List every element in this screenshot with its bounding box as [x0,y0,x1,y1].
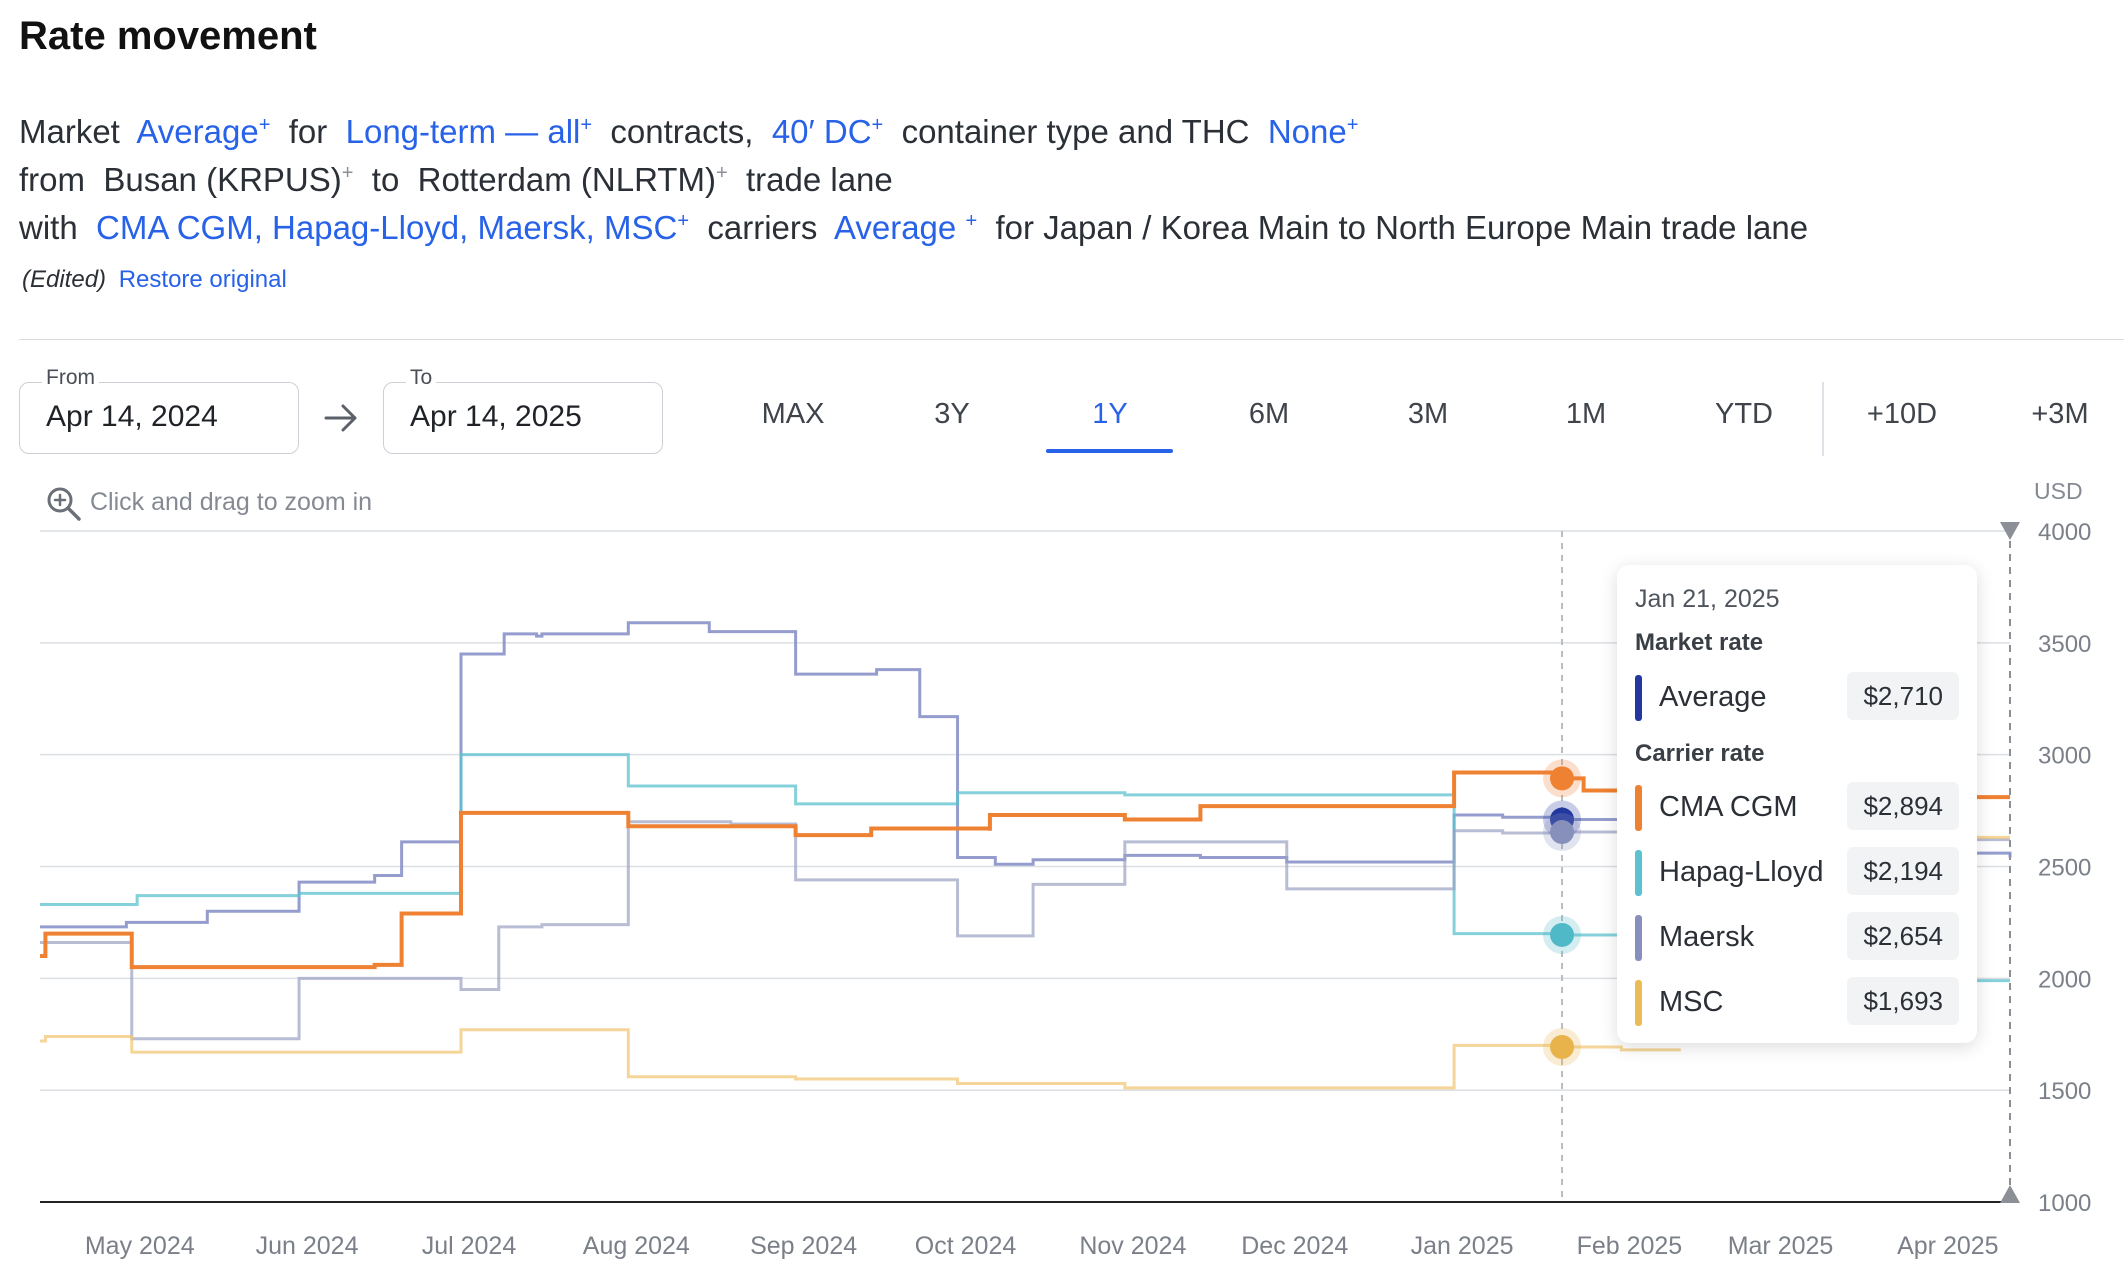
text-for: for [288,113,328,150]
series-swatch [1635,850,1642,896]
x-tick-label: Sep 2024 [750,1232,857,1260]
active-range-underline [1046,449,1173,453]
carriers-selector[interactable]: CMA CGM, Hapag-Lloyd, Maersk, MSC+ [96,209,690,246]
tooltip-row-cma-cgm: CMA CGM $2,894 [1635,782,1959,832]
range-plus-3m[interactable]: +3M [2031,398,2089,430]
y-tick-label: 2000 [2038,966,2091,993]
y-axis-unit: USD [2034,478,2083,504]
query-line-2: from Busan (KRPUS)+ to Rotterdam (NLRTM)… [19,161,893,199]
destination-selector[interactable]: Rotterdam (NLRTM)+ [417,161,728,198]
text-container: container type and THC [901,113,1250,150]
y-tick-label: 1000 [2038,1190,2091,1217]
y-tick-label: 3500 [2038,631,2091,658]
tooltip-date: Jan 21, 2025 [1635,585,1780,613]
series-line-average-tail [1966,851,2012,858]
tooltip-market-header: Market rate [1635,629,1764,656]
x-tick-label: Aug 2024 [583,1232,690,1260]
marker-maersk [1550,820,1575,845]
from-date-field[interactable]: From Apr 14, 2024 [19,366,299,454]
y-tick-label: 2500 [2038,855,2091,882]
to-date-value: Apr 14, 2025 [410,400,582,433]
range-separator [1822,382,1824,456]
series-swatch [1635,675,1642,721]
origin-selector[interactable]: Busan (KRPUS)+ [103,161,354,198]
to-date-field[interactable]: To Apr 14, 2025 [383,366,663,454]
x-tick-label: Nov 2024 [1079,1232,1186,1260]
restore-original-link[interactable]: Restore original [118,266,287,293]
x-tick-label: Dec 2024 [1241,1232,1348,1260]
text-market: Market [19,113,120,150]
range-1m[interactable]: 1M [1565,398,1607,430]
series-swatch [1635,785,1642,831]
x-tick-label: Jul 2024 [422,1232,517,1260]
y-tick-label: 4000 [2038,519,2091,546]
query-line-1: Market Average+ for Long-term — all+ con… [19,113,1358,151]
tooltip-row-msc: MSC $1,693 [1635,977,1959,1027]
x-tick-label: Feb 2025 [1577,1232,1683,1260]
text-contracts: contracts, [610,113,754,150]
market-selector[interactable]: Average+ [136,113,271,150]
aggregation-selector[interactable]: Average + [833,209,978,246]
x-tick-label: May 2024 [85,1232,195,1260]
text-carriers: carriers [707,209,818,246]
contract-selector[interactable]: Long-term — all+ [345,113,593,150]
series-swatch [1635,980,1642,1026]
from-date-label: From [42,366,99,390]
range-3m[interactable]: 3M [1407,398,1449,430]
arrow-right-icon [320,397,362,444]
series-line-maersk [40,820,1622,1041]
marker-msc [1550,1034,1575,1059]
thc-selector[interactable]: None+ [1267,113,1359,150]
tooltip-row-average: Average $2,710 [1635,672,1959,722]
page-title: Rate movement [19,14,317,58]
zoom-hint: Click and drag to zoom in [46,487,372,521]
range-6m[interactable]: 6M [1248,398,1290,430]
tooltip-row-hapag-lloyd: Hapag-Lloyd $2,194 [1635,847,1959,897]
x-tick-label: Mar 2025 [1728,1232,1834,1260]
x-tick-label: Jan 2025 [1411,1232,1514,1260]
range-ytd[interactable]: YTD [1715,398,1773,430]
series-line-cma-cgm [40,770,1622,970]
range-end-handle-top [2000,522,2020,540]
query-line-3: with CMA CGM, Hapag-Lloyd, Maersk, MSC+ … [19,209,1808,247]
from-date-value: Apr 14, 2024 [46,400,218,433]
range-3y[interactable]: 3Y [934,398,970,430]
text-with: with [19,209,78,246]
tooltip-carrier-header: Carrier rate [1635,740,1765,767]
marker-hapag-lloyd [1550,922,1575,947]
divider [19,339,2124,340]
series-line-hapag-lloyd [40,753,1622,937]
text-trade-lane-scope: for Japan / Korea Main to North Europe M… [995,209,1809,246]
text-from: from [19,161,85,198]
to-date-label: To [406,366,437,390]
edited-label: (Edited) [22,266,107,293]
x-tick-label: Oct 2024 [915,1232,1017,1260]
range-1y[interactable]: 1Y [1092,398,1128,430]
range-end-handle-bottom [2000,1185,2020,1203]
y-tick-label: 3000 [2038,743,2091,770]
marker-cma-cgm [1550,766,1575,791]
x-tick-label: Jun 2024 [256,1232,359,1260]
chart-tooltip: Jan 21, 2025 Market rate Average $2,710 … [1617,565,1977,1043]
range-max[interactable]: MAX [761,398,825,430]
tooltip-row-maersk: Maersk $2,654 [1635,912,1959,962]
y-tick-label: 1500 [2038,1078,2091,1105]
edited-note: (Edited) Restore original [22,266,287,294]
text-to: to [371,161,400,198]
zoom-in-icon [47,487,81,521]
container-selector[interactable]: 40′ DC+ [771,113,884,150]
text-trade-lane: trade lane [745,161,893,198]
series-swatch [1635,915,1642,961]
x-tick-label: Apr 2025 [1897,1232,1998,1260]
range-plus-10d[interactable]: +10D [1866,398,1938,430]
